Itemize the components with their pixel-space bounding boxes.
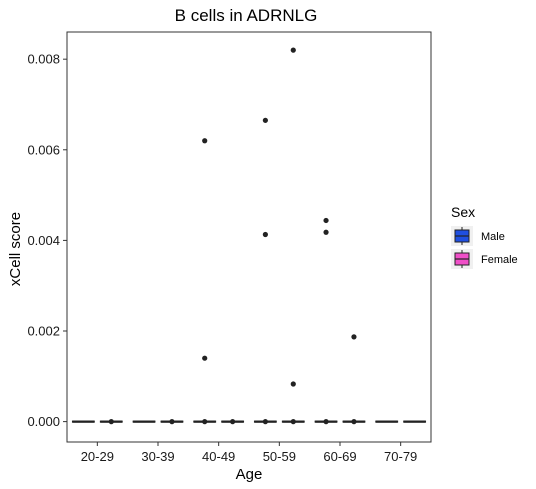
legend-title: Sex <box>451 204 475 220</box>
x-tick-label: 50-59 <box>263 449 296 464</box>
y-tick-label: 0.008 <box>27 52 60 67</box>
y-tick-label: 0.000 <box>27 414 60 429</box>
outlier-point <box>290 47 296 53</box>
x-tick-label: 60-69 <box>323 449 356 464</box>
chart-title: B cells in ADRNLG <box>175 6 318 25</box>
outlier-point <box>108 419 114 425</box>
x-tick-label: 30-39 <box>141 449 174 464</box>
outlier-point <box>202 355 208 361</box>
y-tick-label: 0.004 <box>27 233 60 248</box>
outlier-point <box>323 229 329 235</box>
outlier-point <box>323 419 329 425</box>
plot-panel <box>66 31 432 443</box>
x-tick-label: 40-49 <box>202 449 235 464</box>
outlier-point <box>262 117 268 123</box>
x-axis-title: Age <box>236 466 263 483</box>
outlier-point <box>351 334 357 340</box>
outlier-point <box>262 231 268 238</box>
outlier-point <box>202 138 208 144</box>
outlier-point <box>202 419 208 425</box>
y-axis-title: xCell score <box>7 212 24 286</box>
outlier-point <box>351 419 357 425</box>
x-tick-label: 20-29 <box>81 449 114 464</box>
outlier-point <box>290 381 296 387</box>
outlier-point <box>230 419 236 425</box>
outlier-point <box>262 419 268 425</box>
legend: Sex Male Female <box>451 204 518 269</box>
outlier-point <box>323 217 329 224</box>
y-tick-label: 0.006 <box>27 142 60 157</box>
y-axis: 0.000 0.002 0.004 0.006 0.008 <box>27 52 67 429</box>
legend-label-female: Female <box>481 254 518 266</box>
x-axis: 20-29 30-39 40-49 50-59 60-69 70-79 <box>81 442 417 464</box>
outlier-point <box>169 419 175 425</box>
outlier-points <box>108 47 357 425</box>
x-tick-label: 70-79 <box>384 449 417 464</box>
legend-label-male: Male <box>481 231 505 243</box>
y-tick-label: 0.002 <box>27 324 60 339</box>
outlier-point <box>290 419 296 425</box>
